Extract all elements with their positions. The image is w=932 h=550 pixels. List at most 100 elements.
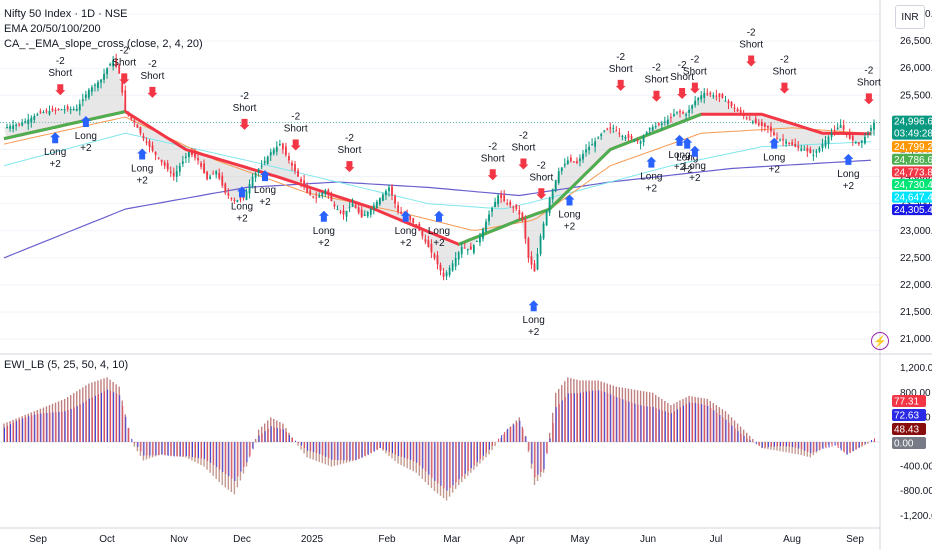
candle-body xyxy=(563,163,566,166)
signal-long-label: Long xyxy=(44,147,66,158)
candle-body xyxy=(397,205,399,212)
candle-body xyxy=(824,140,827,147)
candle-body xyxy=(382,194,384,201)
candle-body xyxy=(275,146,278,152)
short-arrow-icon xyxy=(536,188,547,200)
candle-body xyxy=(360,209,363,218)
indicator-legend[interactable]: CA_-_EMA_slope_cross (close, 2, 4, 20) xyxy=(4,38,203,50)
candle-body xyxy=(315,197,318,199)
candle-body xyxy=(212,173,215,175)
candle-body xyxy=(124,90,127,112)
candle-body xyxy=(627,134,630,138)
candle-body xyxy=(130,115,133,119)
candle-body xyxy=(400,212,403,214)
time-tick-label: Dec xyxy=(233,534,251,545)
price-badges: 24,996.6003:49:28 24,799.23 24,786.6524,77… xyxy=(892,115,932,450)
candle-body xyxy=(372,205,375,209)
long-arrow-icon xyxy=(769,137,780,149)
candle-body xyxy=(651,126,654,131)
ema-line-ema20 xyxy=(3,109,871,246)
short-arrow-icon xyxy=(863,93,874,105)
candle-body xyxy=(306,185,309,193)
symbol-title[interactable]: Nifty 50 Index · 1D · NSE xyxy=(4,8,128,20)
candle-body xyxy=(506,203,509,205)
candle-body xyxy=(254,172,257,178)
candle-body xyxy=(378,198,381,205)
candle-body xyxy=(197,157,199,161)
price-badge-label: 24,996.60 xyxy=(894,117,932,128)
candle-body xyxy=(439,264,442,271)
candle-body xyxy=(248,183,251,194)
candle-body xyxy=(357,207,360,213)
candle-body xyxy=(454,257,457,267)
candle-body xyxy=(345,210,348,217)
candle-body xyxy=(585,149,587,153)
currency-button[interactable]: INR xyxy=(895,5,925,29)
candle-body xyxy=(557,171,560,183)
candle-body xyxy=(597,137,600,139)
candle-body xyxy=(206,171,209,180)
candle-body xyxy=(503,195,506,201)
candle-body xyxy=(84,94,87,98)
candle-body xyxy=(121,76,124,93)
candle-body xyxy=(166,163,169,170)
osc-tick-label: -800.00 xyxy=(900,486,932,497)
osc-tick-label: 1,200.00 xyxy=(900,363,932,374)
price-tick-label: 22,500.00 xyxy=(900,253,932,264)
candle-body xyxy=(27,119,30,125)
candle-body xyxy=(6,126,8,128)
candle-body xyxy=(766,125,769,128)
candle-body xyxy=(327,189,330,196)
candle-body xyxy=(797,145,800,148)
signal-short-label: Short xyxy=(772,67,796,78)
candle-body xyxy=(800,148,803,151)
ema-line-ema100 xyxy=(3,132,872,210)
price-badge-label: 24,647.49 xyxy=(894,193,932,204)
candle-body xyxy=(836,127,839,129)
candle-body xyxy=(139,127,142,134)
signal-short-label: Short xyxy=(481,153,505,164)
signal-short-label: -2 xyxy=(747,27,756,38)
candle-body xyxy=(351,203,354,207)
candle-body xyxy=(500,193,503,199)
candle-body xyxy=(685,114,687,116)
candle-body xyxy=(636,140,639,142)
candle-body xyxy=(524,218,527,239)
signal-long-label: Long xyxy=(558,210,580,221)
candle-body xyxy=(430,244,433,253)
long-arrow-icon xyxy=(50,132,61,144)
candle-body xyxy=(806,147,809,152)
candle-body xyxy=(621,135,624,137)
candle-body xyxy=(21,122,24,126)
ema20-uptrend xyxy=(3,110,702,246)
price-tick-label: 26,500.00 xyxy=(900,36,932,47)
ema-legend[interactable]: EMA 20/50/100/200 xyxy=(4,23,101,35)
candle-body xyxy=(812,154,815,156)
signal-short-label: -2 xyxy=(120,45,129,56)
candle-body xyxy=(230,198,233,200)
price-badge-countdown: 03:49:28 xyxy=(894,129,932,140)
price-badge xyxy=(892,141,932,153)
signal-short-label: Short xyxy=(683,67,707,78)
signal-short-label: Short xyxy=(739,39,763,50)
candle-body xyxy=(551,189,554,200)
candle-body xyxy=(339,211,342,213)
candle-body xyxy=(209,176,212,180)
time-tick-label: Sep xyxy=(29,534,47,545)
short-arrow-icon xyxy=(290,139,301,151)
candle-body xyxy=(733,107,736,109)
candle-body xyxy=(300,178,302,182)
candle-body xyxy=(818,147,821,152)
signal-long-label: Long xyxy=(668,150,690,161)
lightning-icon[interactable]: ⚡ xyxy=(871,332,889,350)
oscillator-legend[interactable]: EWI_LB (5, 25, 50, 4, 10) xyxy=(4,359,129,371)
candle-body xyxy=(45,110,48,112)
candle-body xyxy=(754,118,757,124)
candle-body xyxy=(821,144,824,149)
osc-tick-label: -400.00 xyxy=(900,462,932,473)
candle-body xyxy=(606,128,609,130)
long-arrow-icon xyxy=(434,210,444,222)
price-tick-label: 26,000.00 xyxy=(900,63,932,74)
signal-short-label: Short xyxy=(48,68,72,79)
candle-body xyxy=(515,204,518,210)
